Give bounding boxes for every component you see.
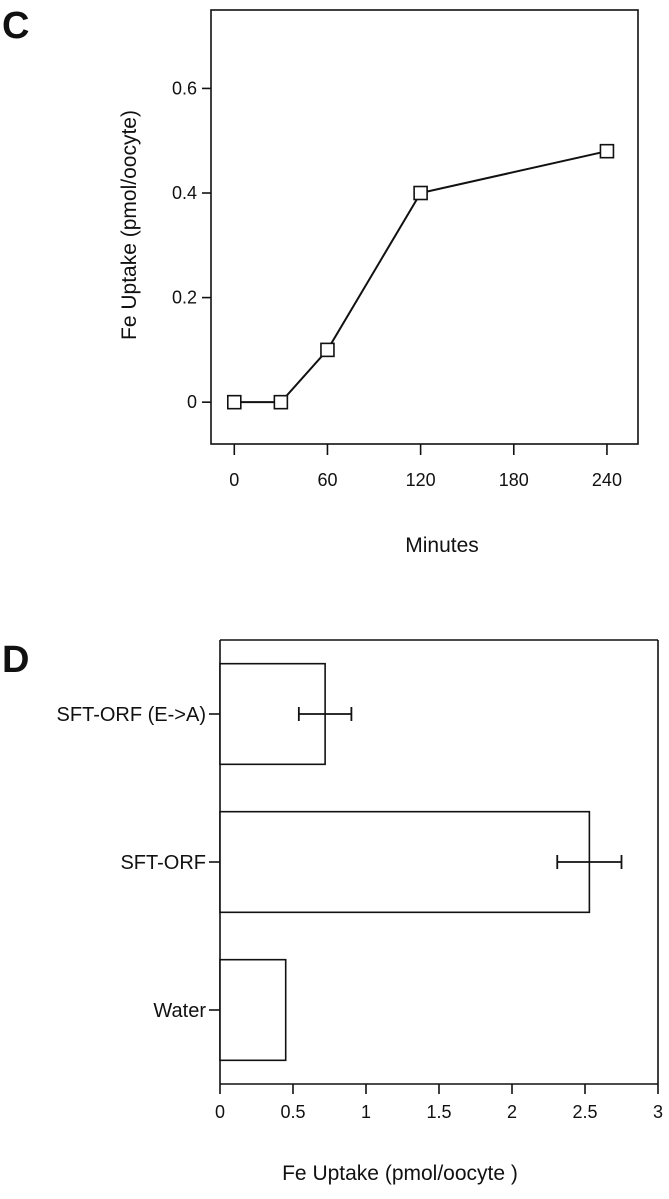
panel-letter-d: D: [2, 639, 29, 681]
panel-c-data-point: [320, 342, 335, 358]
panel-c-x-tick-label: 60: [317, 470, 337, 490]
panel-d-x-tick-label: 1: [361, 1102, 371, 1122]
panel-d-x-tick-label: 3: [653, 1102, 663, 1122]
panel-c-x-axis-ticks: 0 60 120 180 240: [229, 444, 622, 490]
panel-c-y-tick-label: 0.4: [172, 183, 197, 203]
panel-c-data-point: [413, 185, 428, 201]
panel-d-bar-chart: D 0 0.5 1 1.5 2 2.5 3 SFT-ORF (E->A) SFT-ORF Wat…: [2, 639, 663, 1185]
panel-d-x-tick-label: 1.5: [426, 1102, 451, 1122]
panel-d-x-axis-title: Fe Uptake (pmol/oocyte ): [282, 1162, 518, 1185]
panel-d-x-axis-ticks: 0 0.5 1 1.5 2 2.5 3: [215, 1084, 663, 1122]
panel-c-y-axis-title: Fe Uptake (pmol/oocyte): [118, 110, 141, 340]
panel-c-y-tick-label: 0.2: [172, 288, 197, 308]
panel-letter-c: C: [2, 5, 29, 47]
panel-d-bar: [219, 958, 287, 1062]
panel-c-plot-frame: [210, 9, 639, 445]
panel-d-x-tick-label: 0: [215, 1102, 225, 1122]
panel-c-series: [226, 143, 615, 410]
panel-d-x-tick-label: 2.5: [572, 1102, 597, 1122]
panel-c-data-point: [226, 394, 242, 410]
panel-c-y-tick-label: 0: [187, 392, 197, 412]
panel-d-bar: [219, 810, 591, 914]
panel-c-data-point: [599, 143, 615, 159]
panel-d-x-tick-label: 2: [507, 1102, 517, 1122]
panel-c-line-chart: C 0 0.2 0.4 0.6 0 60 120 180 240 Minutes Fe Upt…: [2, 5, 639, 557]
panel-d-category-label: SFT-ORF (E->A): [57, 704, 206, 726]
panel-d-x-tick-label: 0.5: [280, 1102, 305, 1122]
panel-c-y-axis-ticks: 0 0.2 0.4 0.6: [172, 78, 211, 412]
panel-d-category-label: Water: [153, 1000, 206, 1022]
panel-d-category-label: SFT-ORF: [120, 852, 206, 874]
panel-c-y-tick-label: 0.6: [172, 78, 197, 98]
panel-c-x-tick-label: 240: [592, 470, 622, 490]
panel-c-data-point: [273, 394, 289, 410]
panel-c-x-axis-title: Minutes: [405, 534, 479, 557]
panel-d-bars: SFT-ORF (E->A) SFT-ORF Water: [57, 662, 623, 1062]
panel-c-x-tick-label: 180: [499, 470, 529, 490]
panel-c-x-tick-label: 120: [406, 470, 436, 490]
panel-c-x-tick-label: 0: [229, 470, 239, 490]
